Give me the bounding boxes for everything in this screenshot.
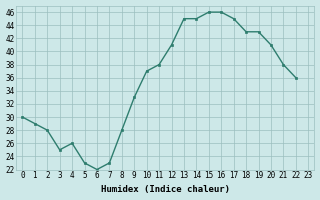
X-axis label: Humidex (Indice chaleur): Humidex (Indice chaleur) [101, 185, 230, 194]
